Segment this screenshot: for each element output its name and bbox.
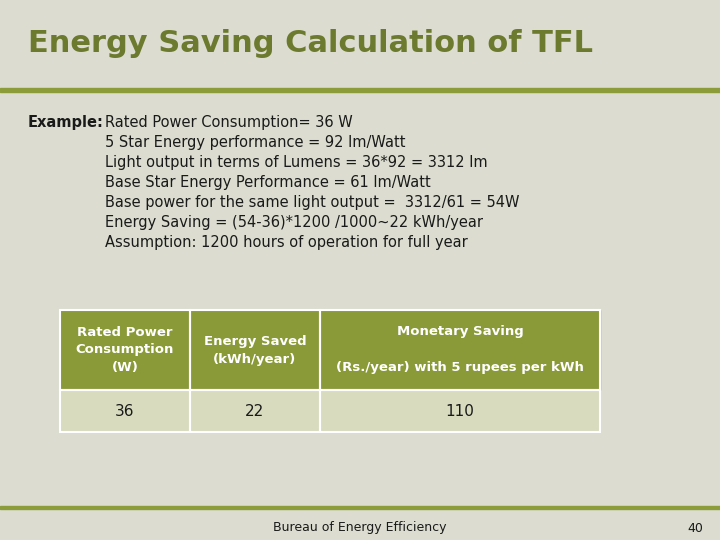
Bar (0, 506, 720, 509)
Bar (60, 390, 190, 432)
Text: Energy Saved
(kWh/year): Energy Saved (kWh/year) (204, 334, 306, 366)
Text: Assumption: 1200 hours of operation for full year: Assumption: 1200 hours of operation for … (105, 235, 468, 250)
Text: Light output in terms of Lumens = 36*92 = 3312 lm: Light output in terms of Lumens = 36*92 … (105, 155, 487, 170)
Text: 5 Star Energy performance = 92 lm/Watt: 5 Star Energy performance = 92 lm/Watt (105, 135, 405, 150)
Text: Rated Power
Consumption
(W): Rated Power Consumption (W) (76, 326, 174, 375)
Text: 22: 22 (246, 403, 265, 418)
Bar (320, 390, 600, 432)
Bar (190, 390, 320, 432)
Text: Energy Saving = (54-36)*1200 /1000~22 kWh/year: Energy Saving = (54-36)*1200 /1000~22 kW… (105, 215, 483, 230)
Text: Monetary Saving

(Rs./year) with 5 rupees per kWh: Monetary Saving (Rs./year) with 5 rupees… (336, 326, 584, 375)
Text: 40: 40 (687, 522, 703, 535)
Text: Base power for the same light output =  3312/61 = 54W: Base power for the same light output = 3… (105, 195, 520, 210)
Text: Base Star Energy Performance = 61 lm/Watt: Base Star Energy Performance = 61 lm/Wat… (105, 175, 431, 190)
Text: 36: 36 (115, 403, 135, 418)
Text: Example:: Example: (28, 115, 104, 130)
Bar (60, 310, 190, 390)
Bar (60, 310, 190, 390)
Bar (190, 310, 320, 390)
Bar (0, 88, 720, 92)
Bar (320, 390, 600, 432)
Text: Rated Power Consumption= 36 W: Rated Power Consumption= 36 W (105, 115, 353, 130)
Bar (320, 310, 600, 390)
Bar (190, 310, 320, 390)
Text: 110: 110 (446, 403, 474, 418)
Text: Bureau of Energy Efficiency: Bureau of Energy Efficiency (274, 522, 446, 535)
Text: Energy Saving Calculation of TFL: Energy Saving Calculation of TFL (28, 30, 593, 58)
Bar (190, 390, 320, 432)
Bar (320, 310, 600, 390)
Bar (60, 390, 190, 432)
